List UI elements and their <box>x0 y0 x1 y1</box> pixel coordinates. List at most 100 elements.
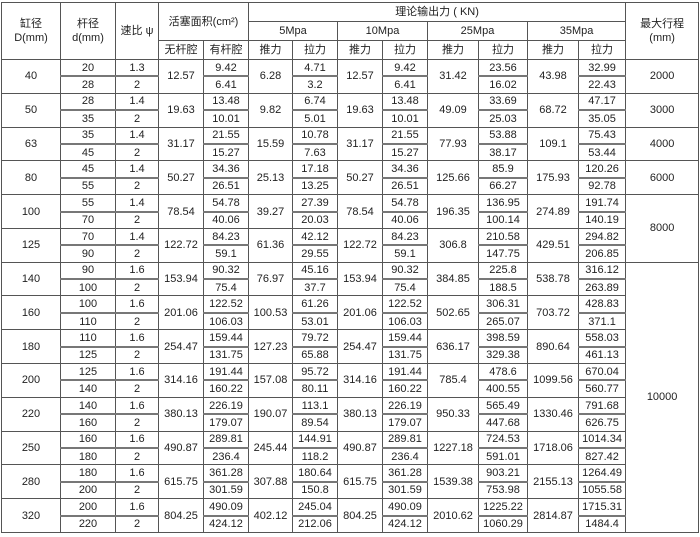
ratio-cell: 1.6 <box>115 295 159 314</box>
table-row: 50 28 1.4 19.63 13.48 9.82 6.74 19.63 13.48 49.09… <box>1 92 700 128</box>
pull-cell: 724.53 <box>478 430 528 449</box>
area-rod-cell: 289.81 <box>203 430 249 449</box>
rod-cell: 90 <box>60 244 116 263</box>
pull-cell: 100.14 <box>478 210 528 229</box>
pull-cell: 1225.22 <box>478 498 528 517</box>
pull-cell: 75.43 <box>577 126 627 145</box>
table-row: 160 100 1.6 201.06 122.52 100.53 61.26 201.06 12… <box>1 295 699 331</box>
ratio-cell: 2 <box>115 311 159 331</box>
pull-cell: 23.56 <box>478 59 528 77</box>
push-cell: 39.27 <box>248 194 293 229</box>
ratio-cell: 1.6 <box>115 329 159 348</box>
bore-cell: 220 <box>1 396 61 432</box>
rod-cell: 110 <box>60 329 116 348</box>
area-rod-cell: 236.4 <box>203 446 249 466</box>
push-cell: 9.82 <box>248 92 293 128</box>
pull-cell: 191.44 <box>382 363 428 381</box>
pull-cell: 424.12 <box>382 514 428 533</box>
rod-cell: 200 <box>60 480 116 500</box>
ratio-cell: 1.3 <box>115 59 159 77</box>
push-cell: 153.94 <box>337 261 383 297</box>
ratio-cell: 1.4 <box>115 194 159 213</box>
pull-cell: 17.18 <box>292 160 338 179</box>
bore-cell: 160 <box>1 295 61 331</box>
header-pull: 拉力 <box>292 40 338 60</box>
pull-cell: 212.06 <box>292 514 338 533</box>
rod-cell: 200 <box>60 498 116 517</box>
pull-cell: 626.75 <box>577 413 627 432</box>
area-no-rod-cell: 490.87 <box>158 430 204 466</box>
pull-cell: 225.8 <box>478 261 528 280</box>
pull-cell: 75.4 <box>382 278 428 297</box>
push-cell: 127.23 <box>248 329 293 365</box>
area-no-rod-cell: 615.75 <box>158 464 204 500</box>
pull-cell: 113.1 <box>292 396 338 415</box>
pull-cell: 79.72 <box>292 329 338 348</box>
rod-cell: 140 <box>60 379 116 398</box>
pull-cell: 179.07 <box>382 413 428 432</box>
area-rod-cell: 40.06 <box>203 210 249 229</box>
pull-cell: 21.55 <box>382 126 428 145</box>
pull-cell: 118.2 <box>292 446 338 466</box>
push-cell: 804.25 <box>337 498 383 533</box>
area-rod-cell: 179.07 <box>203 413 249 432</box>
bore-cell: 280 <box>1 464 61 500</box>
bore-cell: 80 <box>1 160 61 196</box>
pull-cell: 66.27 <box>478 176 528 196</box>
area-rod-cell: 160.22 <box>203 379 249 398</box>
pull-cell: 400.55 <box>478 379 528 398</box>
area-rod-cell: 6.41 <box>203 75 249 94</box>
bore-cell: 140 <box>1 261 61 297</box>
table-row: 40 20 1.3 12.57 9.42 6.28 4.71 12.57 9.42 31.42 23… <box>1 59 700 94</box>
push-cell: 61.36 <box>248 227 293 263</box>
pull-cell: 131.75 <box>382 345 428 365</box>
ratio-cell: 2 <box>115 244 159 263</box>
area-rod-cell: 15.27 <box>203 142 249 162</box>
push-cell: 636.17 <box>427 329 479 365</box>
push-cell: 196.35 <box>427 194 479 229</box>
header-force: 理论输出力 ( KN) <box>247 2 627 22</box>
area-rod-cell: 301.59 <box>203 480 249 500</box>
pull-cell: 13.25 <box>292 176 338 196</box>
pull-cell: 59.1 <box>382 244 428 263</box>
table-row: 28 2 6.41 3.2 6.41 16.02 22.43 <box>2 75 699 94</box>
header-pull: 拉力 <box>478 40 528 60</box>
push-cell: 175.93 <box>527 160 579 196</box>
header-max-stroke: 最大行程 (mm) <box>625 2 700 60</box>
header-ratio: 速比 ψ <box>115 2 159 60</box>
bore-cell: 50 <box>1 92 61 128</box>
pull-cell: 136.95 <box>478 194 528 213</box>
pull-cell: 40.06 <box>382 210 428 229</box>
pull-cell: 6.74 <box>292 92 338 111</box>
area-no-rod-cell: 50.27 <box>158 160 204 196</box>
pull-cell: 10.01 <box>382 109 428 128</box>
header-pressure: 5Mpa <box>248 21 338 41</box>
area-no-rod-cell: 78.54 <box>158 194 204 229</box>
header-bore: 缸径 D(mm) <box>1 2 61 60</box>
table-row: 180 2 236.4 118.2 236.4 591.01 827.42 <box>2 446 699 466</box>
pull-cell: 13.48 <box>382 92 428 111</box>
push-cell: 1099.56 <box>527 363 579 398</box>
table-row: 320 200 1.6 804.25 490.09 402.12 245.04 804.25 4… <box>1 498 699 533</box>
area-rod-cell: 131.75 <box>203 345 249 365</box>
pull-cell: 1060.29 <box>478 514 528 533</box>
header-area-no-rod: 无杆腔 <box>158 40 204 60</box>
pull-cell: 38.17 <box>478 142 528 162</box>
header-pull: 拉力 <box>382 40 428 60</box>
table-row: 80 45 1.4 50.27 34.36 25.13 17.18 50.27 34.36 125… <box>1 160 700 196</box>
push-cell: 78.54 <box>337 194 383 229</box>
pull-cell: 3.2 <box>292 75 338 94</box>
pull-cell: 4.71 <box>292 59 338 77</box>
area-rod-cell: 9.42 <box>203 59 249 77</box>
area-rod-cell: 34.36 <box>203 160 249 179</box>
max-stroke-cell: 4000 <box>625 126 700 162</box>
push-cell: 15.59 <box>248 126 293 162</box>
pull-cell: 15.27 <box>382 142 428 162</box>
pull-cell: 147.75 <box>478 244 528 263</box>
pull-cell: 206.85 <box>577 244 627 263</box>
rod-cell: 140 <box>60 396 116 415</box>
header-area: 活塞面积(cm²) <box>158 2 249 41</box>
pull-cell: 188.5 <box>478 278 528 297</box>
pull-cell: 361.28 <box>382 464 428 483</box>
push-cell: 380.13 <box>337 396 383 432</box>
